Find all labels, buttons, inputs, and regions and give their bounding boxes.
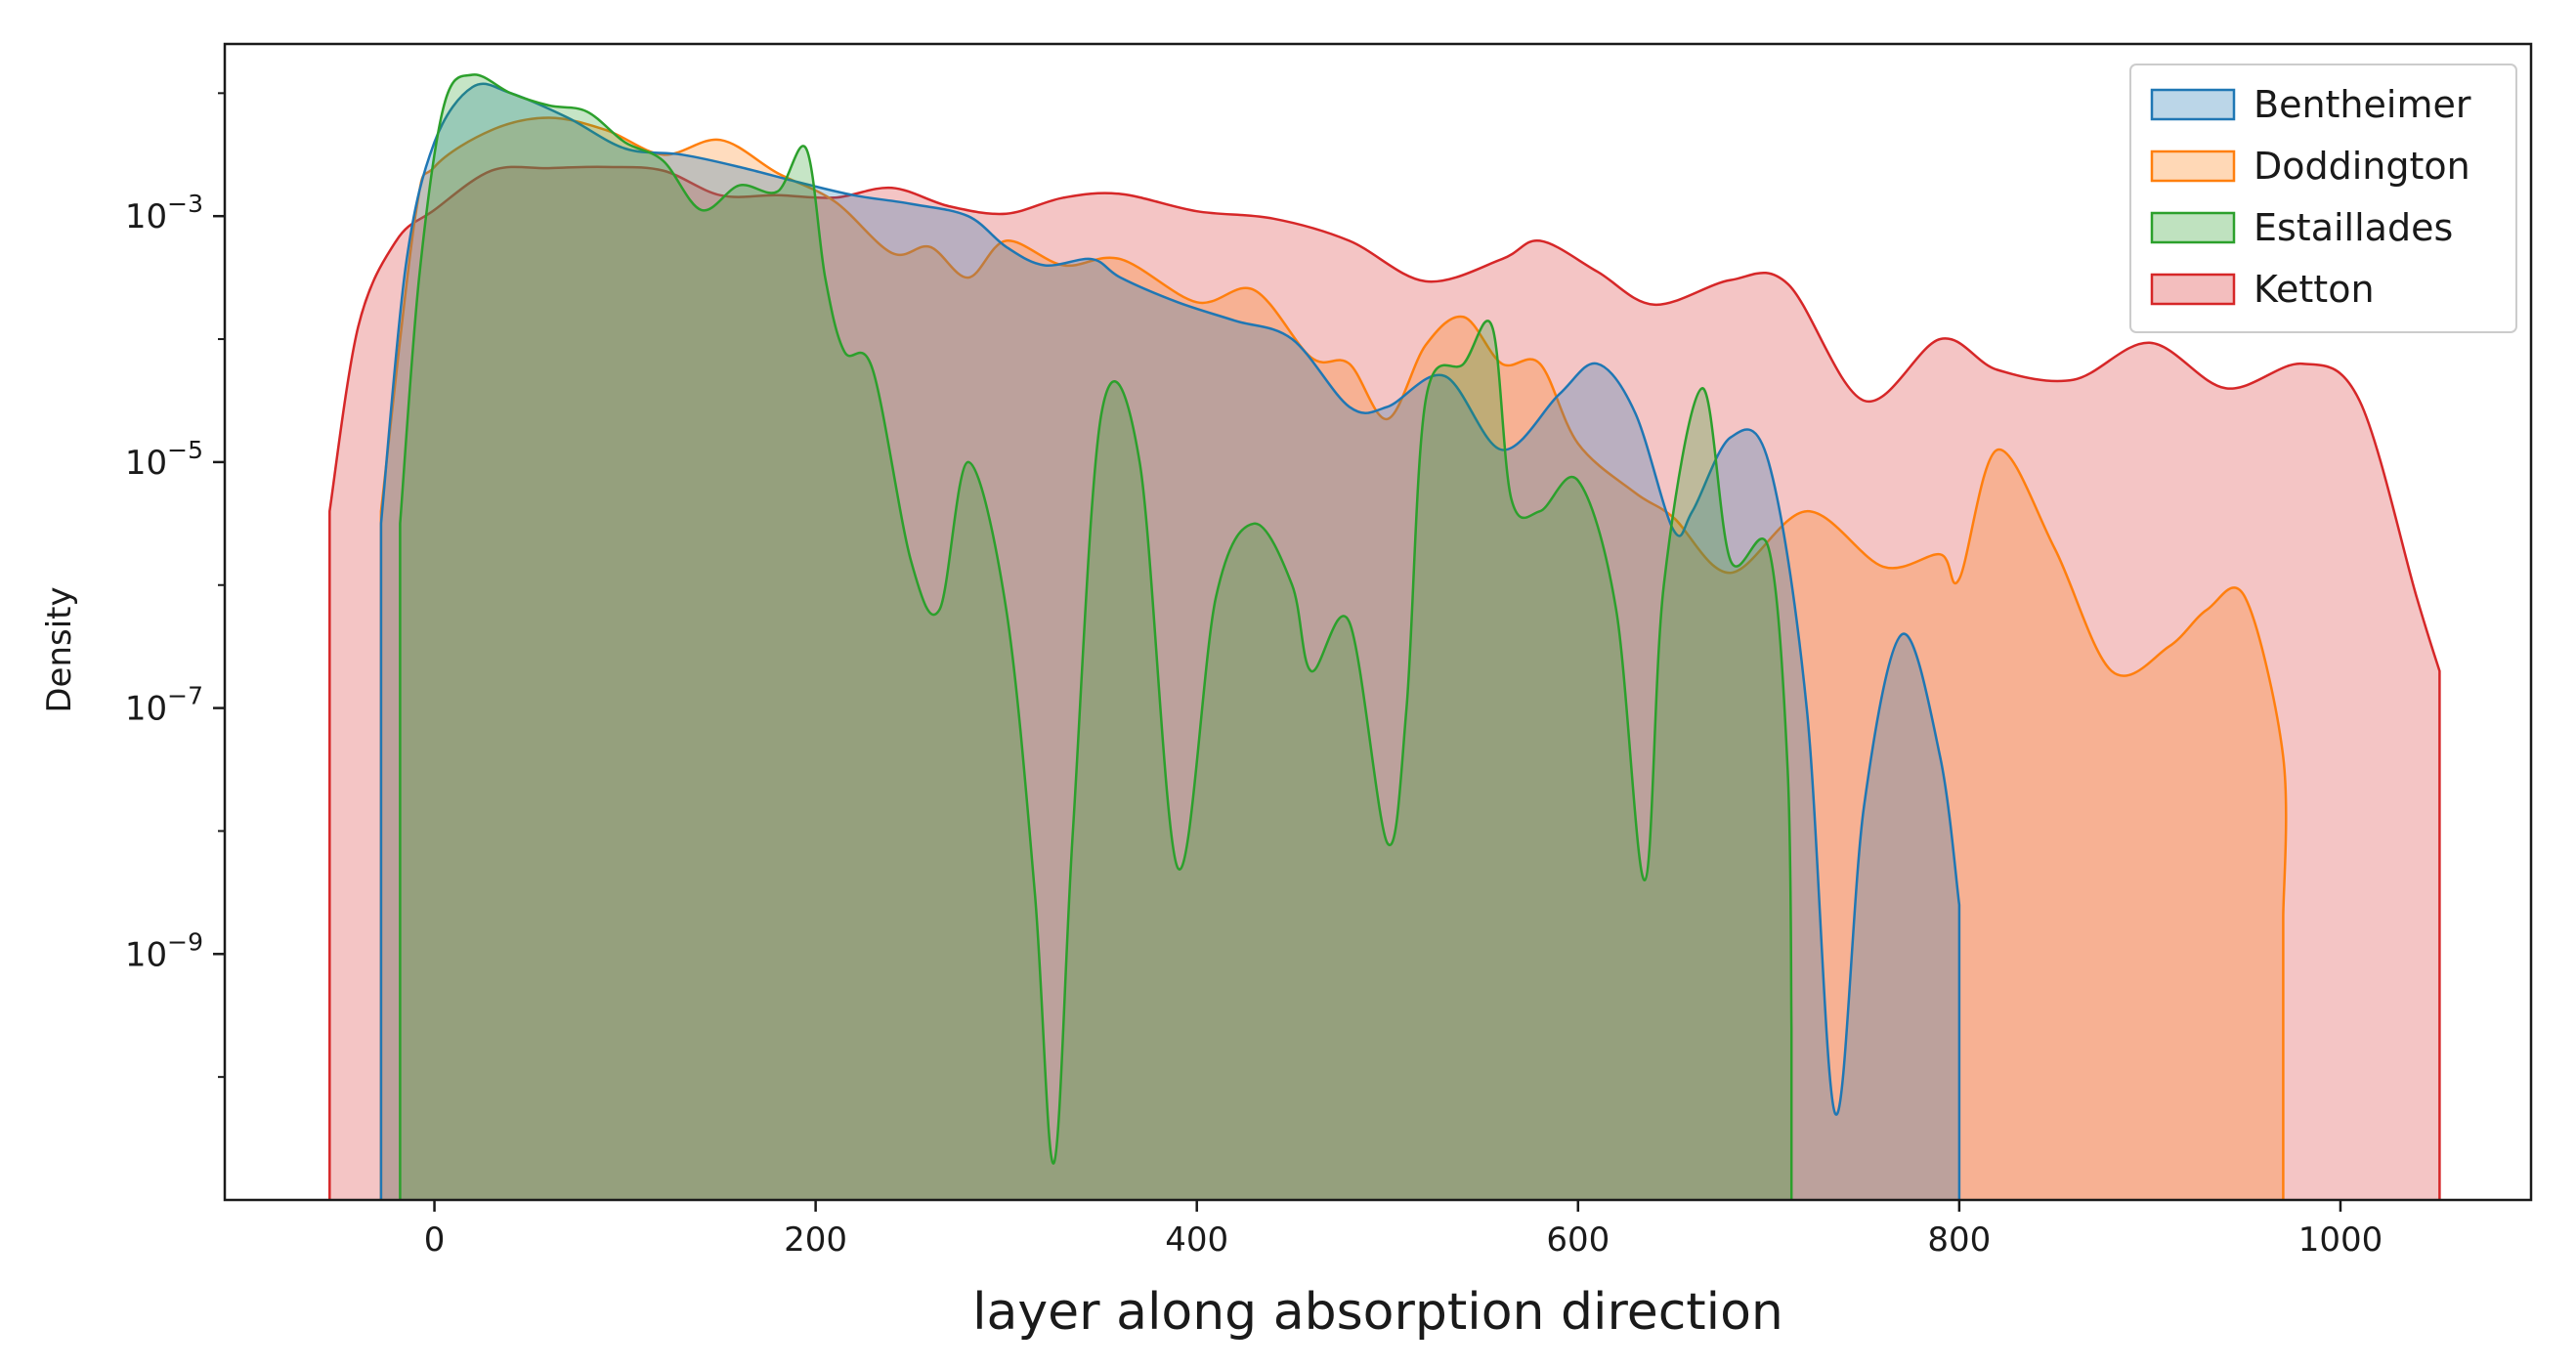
x-tick-label: 800 <box>1927 1220 1991 1260</box>
y-tick-label: 10−7 <box>125 682 203 729</box>
x-axis-label: layer along absorption direction <box>972 1283 1783 1342</box>
area-bentheimer <box>380 83 1959 1200</box>
x-tick-label: 400 <box>1165 1220 1228 1260</box>
plot-frame <box>223 42 2533 1202</box>
legend: Bentheimer Doddington Estaillades Ketton <box>2129 64 2517 333</box>
legend-swatch-estaillades <box>2150 211 2236 244</box>
legend-swatch-ketton <box>2150 273 2236 306</box>
legend-label-bentheimer: Bentheimer <box>2254 83 2471 126</box>
area-ketton <box>329 166 2440 1201</box>
line-bentheimer <box>379 82 1961 1200</box>
legend-swatch-bentheimer <box>2150 88 2236 121</box>
legend-label-ketton: Ketton <box>2254 268 2375 311</box>
area-doddington <box>380 117 2287 1200</box>
legend-box <box>2129 64 2517 333</box>
y-tick-label: 10−5 <box>125 436 203 483</box>
legend-label-estaillades: Estaillades <box>2254 206 2453 249</box>
y-axis: 10−3 10−5 10−7 10−9 <box>125 92 225 1079</box>
legend-swatch-doddington <box>2150 150 2236 183</box>
series-areas <box>328 73 2441 1201</box>
x-tick-label: 1000 <box>2298 1220 2383 1260</box>
legend-label-doddington: Doddington <box>2254 145 2470 188</box>
x-axis: 0 200 400 600 800 1000 <box>424 1200 2383 1260</box>
line-estaillades <box>399 73 1793 1200</box>
x-tick-label: 0 <box>424 1220 446 1260</box>
x-tick-label: 200 <box>784 1220 847 1260</box>
y-tick-label: 10−9 <box>125 927 203 974</box>
y-axis-label: Density <box>40 586 79 712</box>
x-tick-label: 600 <box>1546 1220 1610 1260</box>
y-tick-label: 10−3 <box>125 190 203 236</box>
line-ketton <box>328 165 2441 1200</box>
area-estaillades <box>400 74 1792 1201</box>
